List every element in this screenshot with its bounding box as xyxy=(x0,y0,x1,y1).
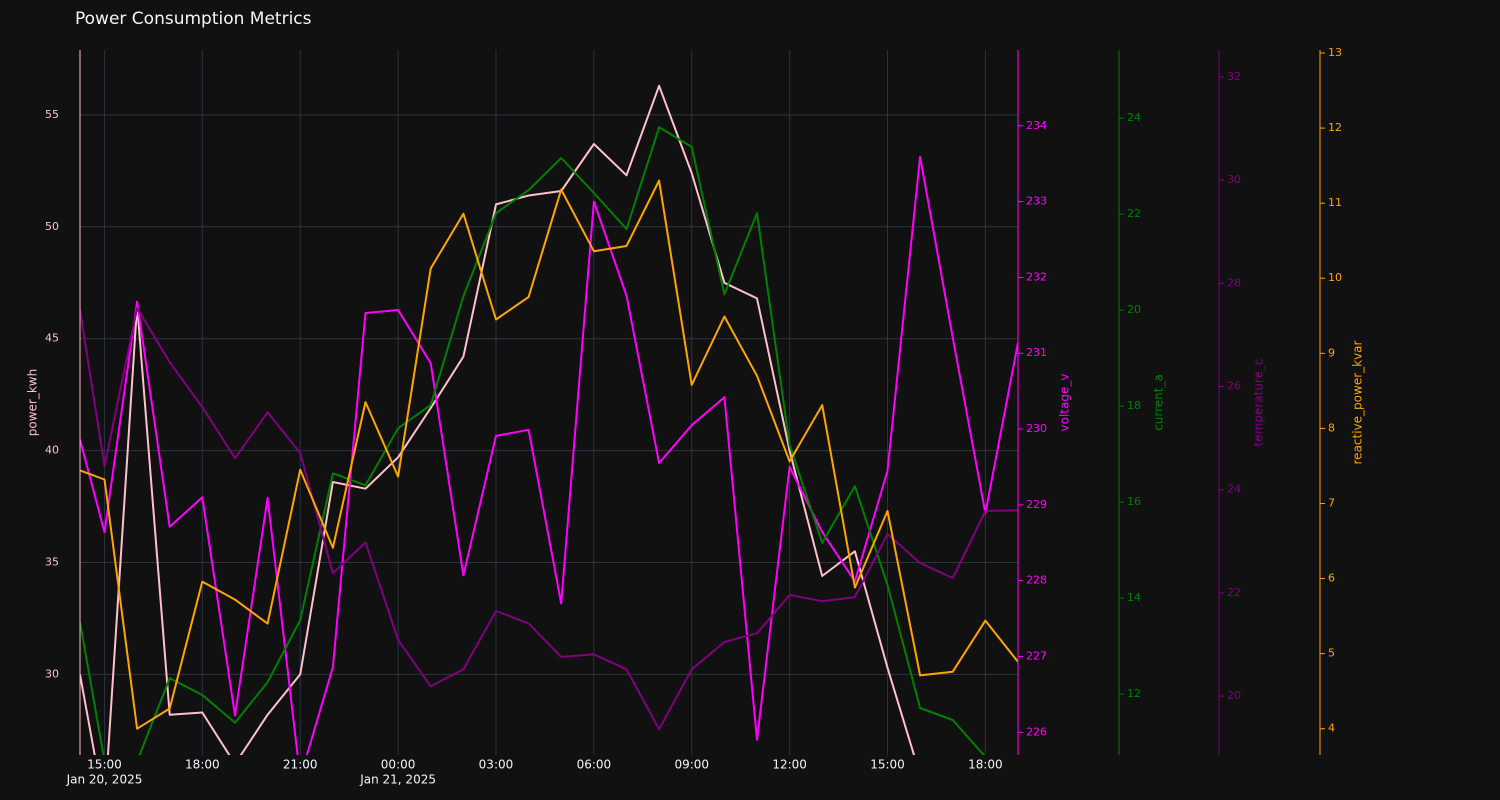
x-tick-label: 18:00 xyxy=(968,758,1003,772)
y-tick-label: 10 xyxy=(1328,271,1342,284)
x-tick-label: 12:00 xyxy=(772,758,807,772)
x-tick-label: 03:00 xyxy=(479,758,514,772)
y-tick-label: 24 xyxy=(1127,111,1141,124)
x-tick-sublabel: Jan 20, 2025 xyxy=(66,773,143,787)
y-tick-label: 234 xyxy=(1026,119,1047,132)
y-tick-label: 12 xyxy=(1127,687,1141,700)
y-tick-label: 230 xyxy=(1026,422,1047,435)
y-tick-label: 32 xyxy=(1227,70,1241,83)
y-tick-label: 40 xyxy=(45,444,59,457)
y-tick-label: 14 xyxy=(1127,591,1141,604)
series-line xyxy=(80,307,1018,731)
y-tick-label: 231 xyxy=(1026,346,1047,359)
y-tick-label: 5 xyxy=(1328,647,1335,660)
y-tick-label: 229 xyxy=(1026,498,1047,511)
axis-title: temperature_c xyxy=(1252,358,1266,446)
series-line xyxy=(80,84,916,755)
axis-title: power_kwh xyxy=(26,369,40,436)
y-tick-label: 16 xyxy=(1127,495,1141,508)
y-tick-label: 233 xyxy=(1026,195,1047,208)
x-tick-sublabel: Jan 21, 2025 xyxy=(359,773,436,787)
series-line xyxy=(80,126,986,755)
y-tick-label: 6 xyxy=(1328,572,1335,585)
y-tick-label: 7 xyxy=(1328,496,1335,509)
y-tick-label: 50 xyxy=(45,220,59,233)
y-tick-label: 11 xyxy=(1328,196,1342,209)
axis-title: current_a xyxy=(1152,374,1166,431)
x-tick-label: 18:00 xyxy=(185,758,220,772)
x-tick-label: 09:00 xyxy=(674,758,709,772)
x-tick-label: 06:00 xyxy=(577,758,612,772)
y-tick-label: 45 xyxy=(45,332,59,345)
y-tick-label: 28 xyxy=(1227,276,1241,289)
y-tick-label: 26 xyxy=(1227,380,1241,393)
y-tick-label: 55 xyxy=(45,108,59,121)
y-tick-label: 8 xyxy=(1328,421,1335,434)
y-tick-label: 30 xyxy=(45,667,59,680)
y-tick-label: 35 xyxy=(45,556,59,569)
y-tick-label: 232 xyxy=(1026,270,1047,283)
y-tick-label: 18 xyxy=(1127,399,1141,412)
series-line xyxy=(80,155,1018,755)
y-tick-label: 20 xyxy=(1127,303,1141,316)
y-tick-label: 20 xyxy=(1227,689,1241,702)
axis-title: voltage_v xyxy=(1058,374,1072,432)
y-tick-label: 24 xyxy=(1227,483,1241,496)
axis-title: reactive_power_kvar xyxy=(1351,340,1365,464)
x-tick-label: 00:00 xyxy=(381,758,416,772)
y-tick-label: 12 xyxy=(1328,121,1342,134)
x-tick-label: 15:00 xyxy=(87,758,122,772)
y-tick-label: 13 xyxy=(1328,46,1342,59)
y-tick-label: 226 xyxy=(1026,725,1047,738)
grid xyxy=(80,50,1018,755)
y-tick-label: 22 xyxy=(1127,207,1141,220)
plot-lines xyxy=(80,84,1018,755)
y-tick-label: 4 xyxy=(1328,722,1335,735)
y-tick-label: 30 xyxy=(1227,173,1241,186)
series-line xyxy=(80,179,1018,730)
x-tick-label: 21:00 xyxy=(283,758,318,772)
y-tick-label: 228 xyxy=(1026,574,1047,587)
chart-title: Power Consumption Metrics xyxy=(75,9,312,29)
x-tick-label: 15:00 xyxy=(870,758,905,772)
y-tick-label: 227 xyxy=(1026,649,1047,662)
y-tick-label: 22 xyxy=(1227,586,1241,599)
y-tick-label: 9 xyxy=(1328,346,1335,359)
